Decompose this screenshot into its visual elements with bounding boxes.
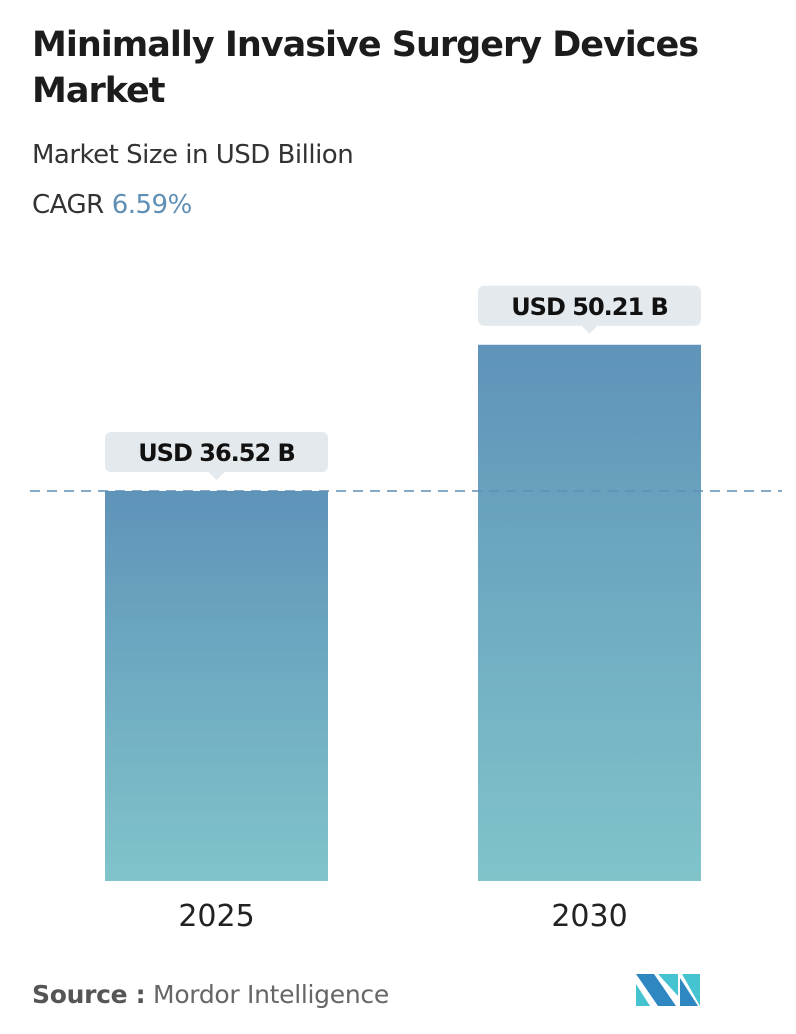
data-label-pointer (208, 471, 225, 480)
x-tick-label: 2025 (178, 899, 254, 934)
mordor-logo (636, 974, 700, 1006)
data-label-bubble (478, 285, 701, 326)
data-label: USD 36.52 B (138, 439, 295, 467)
data-label-bubble (105, 431, 328, 472)
x-tick-label: 2030 (551, 899, 627, 934)
chart-subtitle: Market Size in USD Billion (32, 140, 354, 170)
chart-title: Minimally Invasive Surgery Devices Marke… (32, 25, 699, 111)
bar-chart: USD 36.52 B 2025 USD 50.21 B 2030 (30, 285, 782, 934)
data-label-pointer (581, 325, 598, 334)
source-value: Mordor Intelligence (153, 980, 389, 1009)
data-label: USD 50.21 B (511, 293, 668, 321)
bar-2025 (105, 490, 328, 881)
source: Source : Mordor Intelligence (32, 980, 389, 1009)
source-label: Source : (32, 980, 146, 1009)
bar-2030 (478, 344, 701, 881)
cagr-label: CAGR (32, 190, 104, 220)
cagr-value: 6.59% (111, 190, 193, 220)
cagr: CAGR 6.59% (32, 190, 192, 220)
